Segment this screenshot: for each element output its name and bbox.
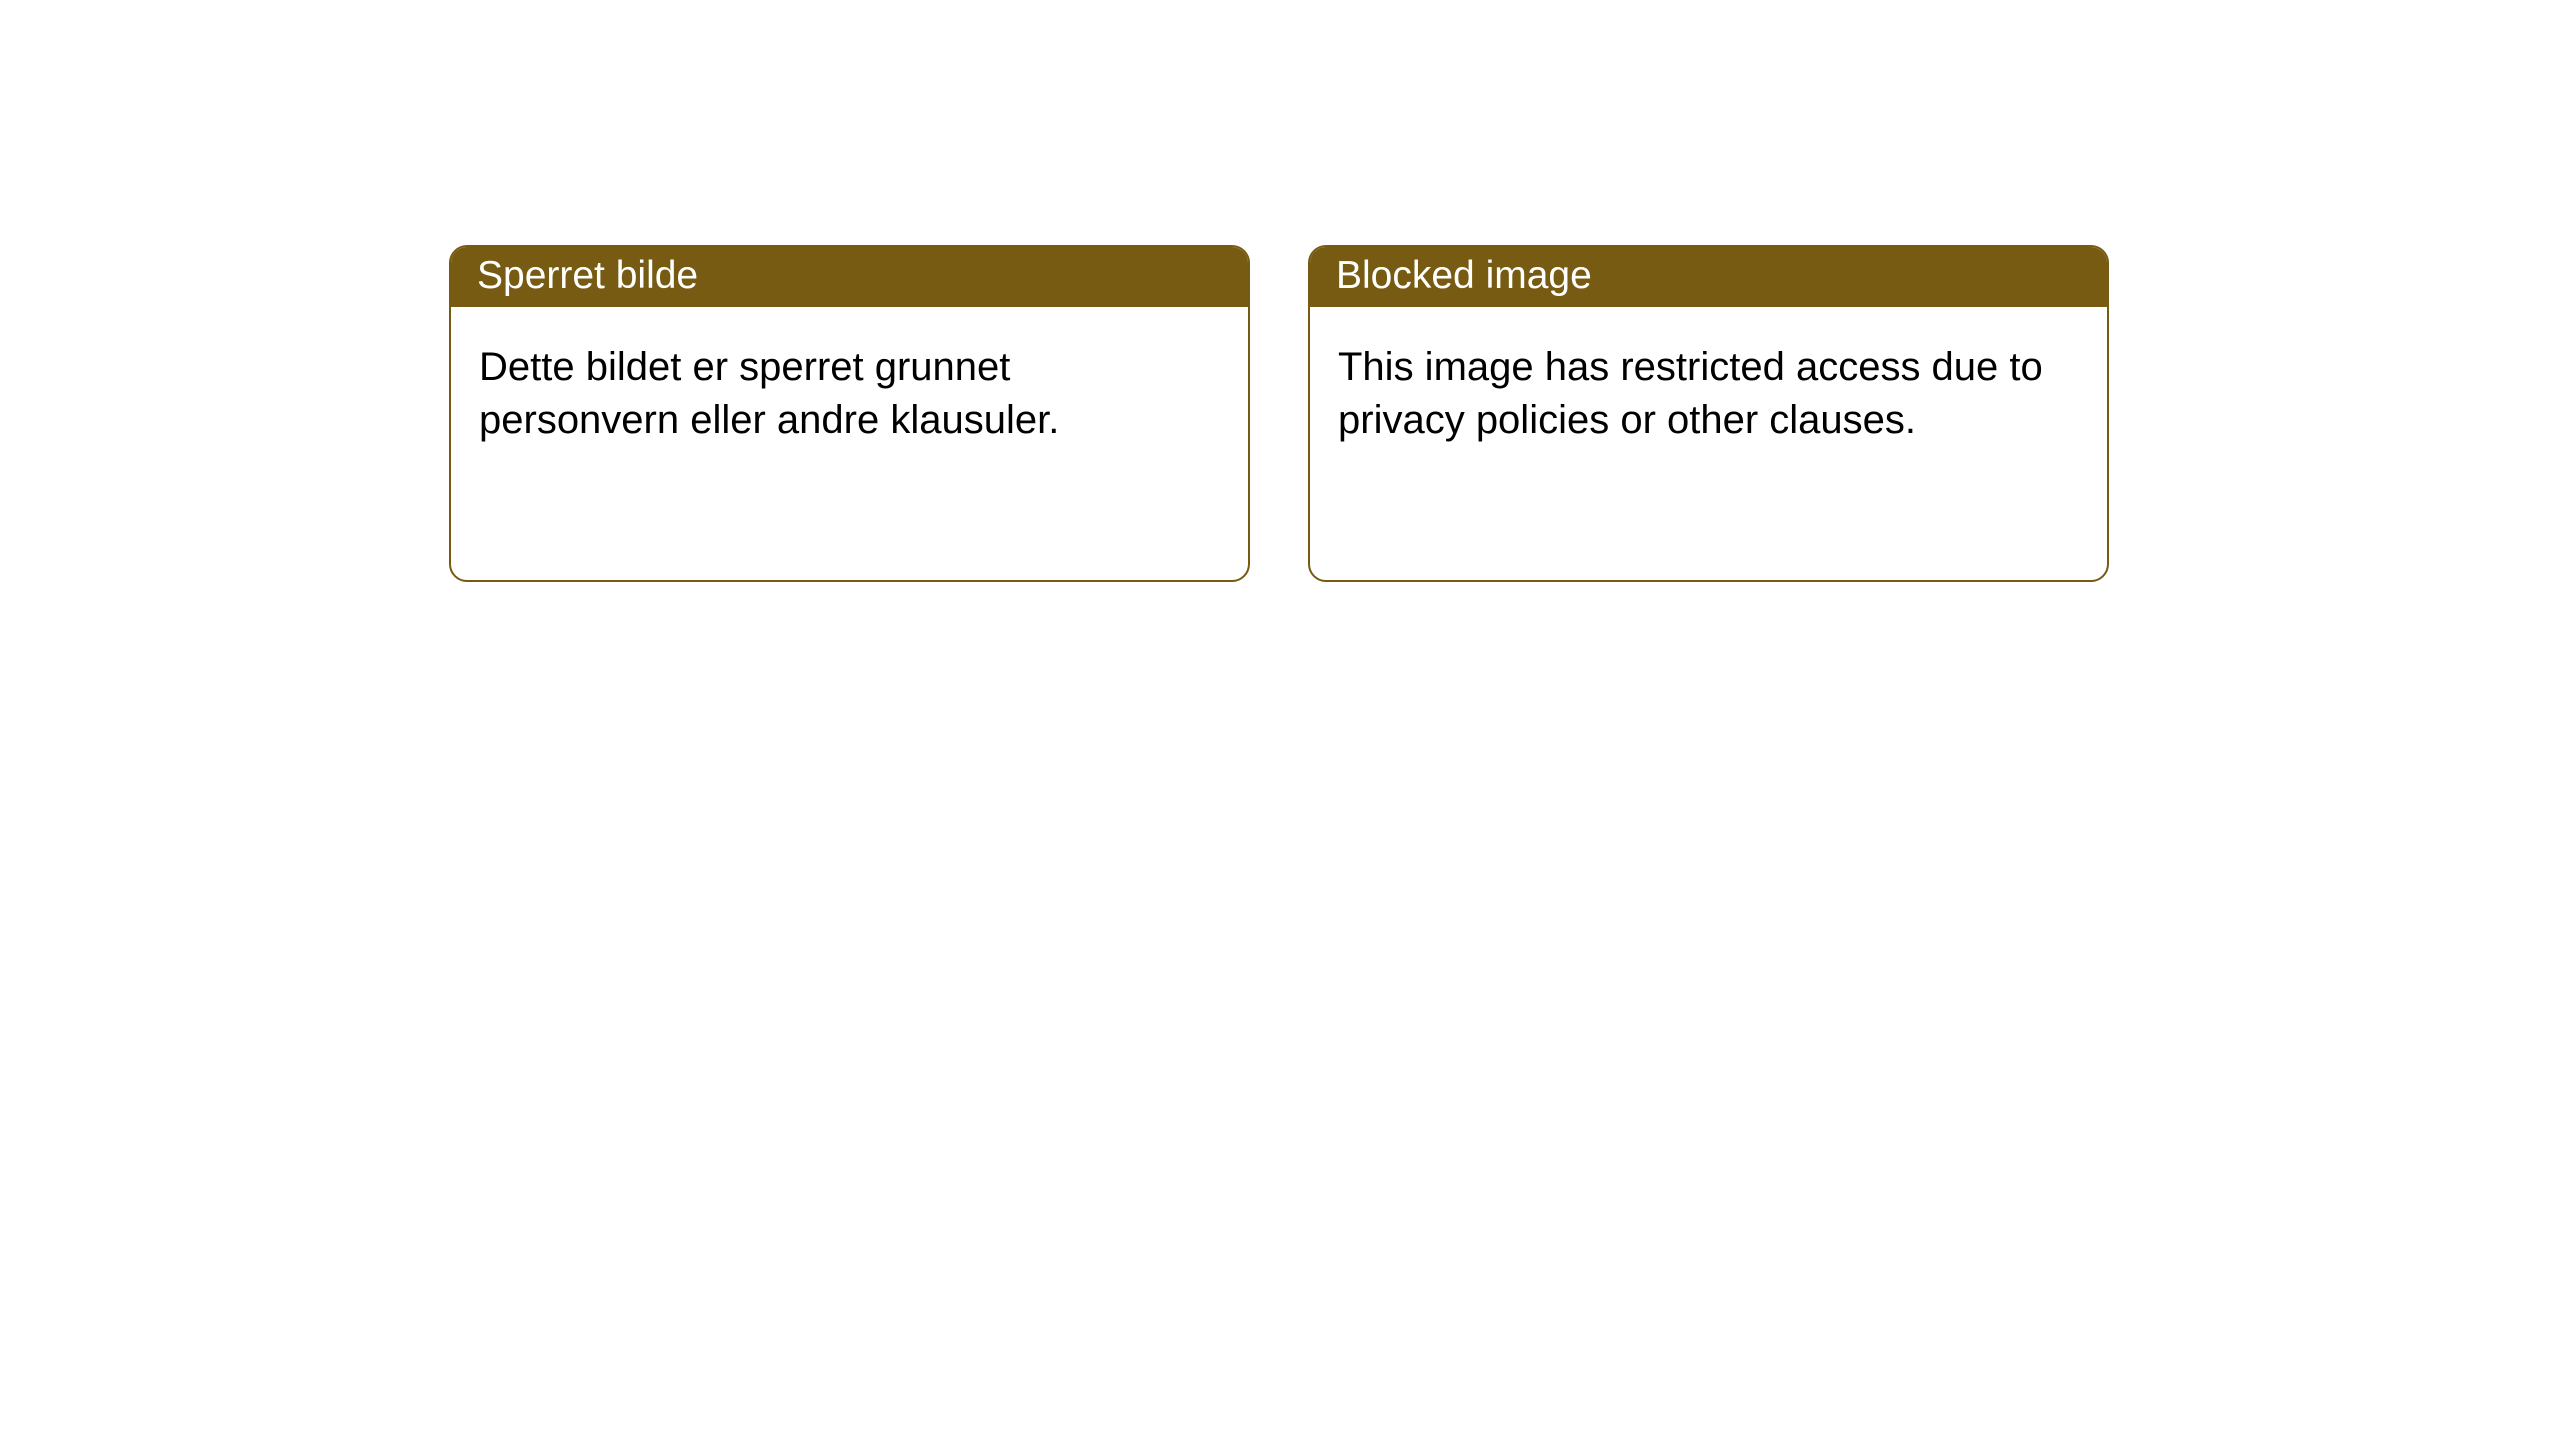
card-title: Blocked image <box>1310 247 2107 307</box>
restricted-card-no: Sperret bilde Dette bildet er sperret gr… <box>449 245 1250 582</box>
notice-container: Sperret bilde Dette bildet er sperret gr… <box>0 0 2560 582</box>
card-body: This image has restricted access due to … <box>1310 307 2107 481</box>
card-title: Sperret bilde <box>451 247 1248 307</box>
card-body: Dette bildet er sperret grunnet personve… <box>451 307 1248 481</box>
restricted-card-en: Blocked image This image has restricted … <box>1308 245 2109 582</box>
